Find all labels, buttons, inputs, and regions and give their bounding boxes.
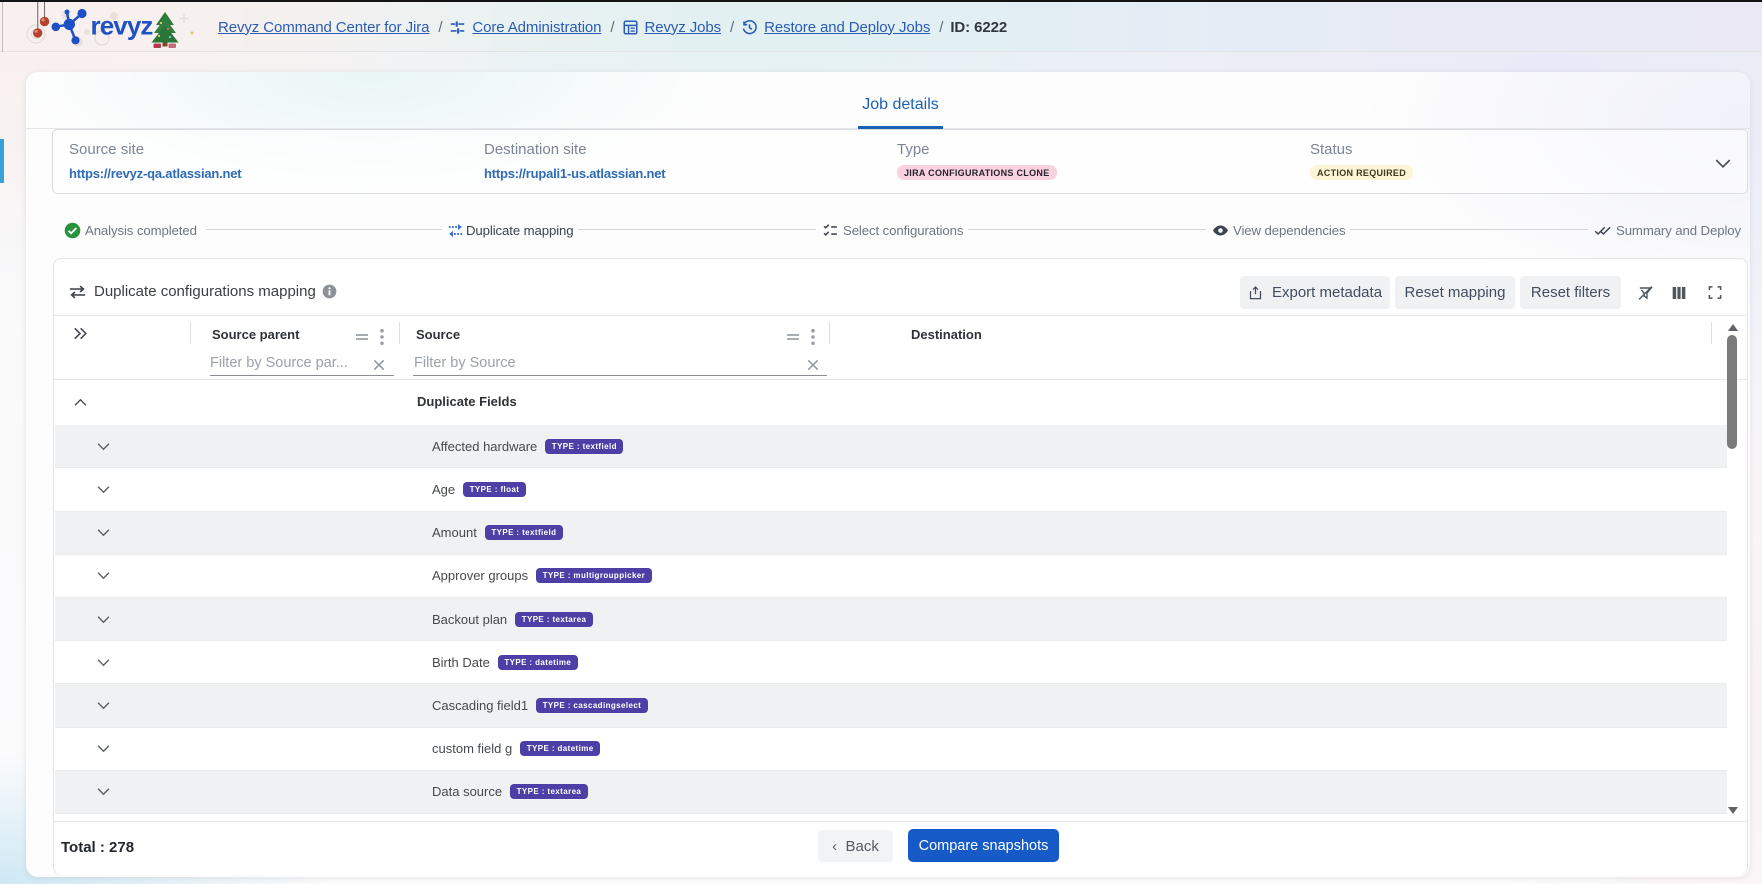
svg-text:revyz: revyz (91, 11, 154, 41)
